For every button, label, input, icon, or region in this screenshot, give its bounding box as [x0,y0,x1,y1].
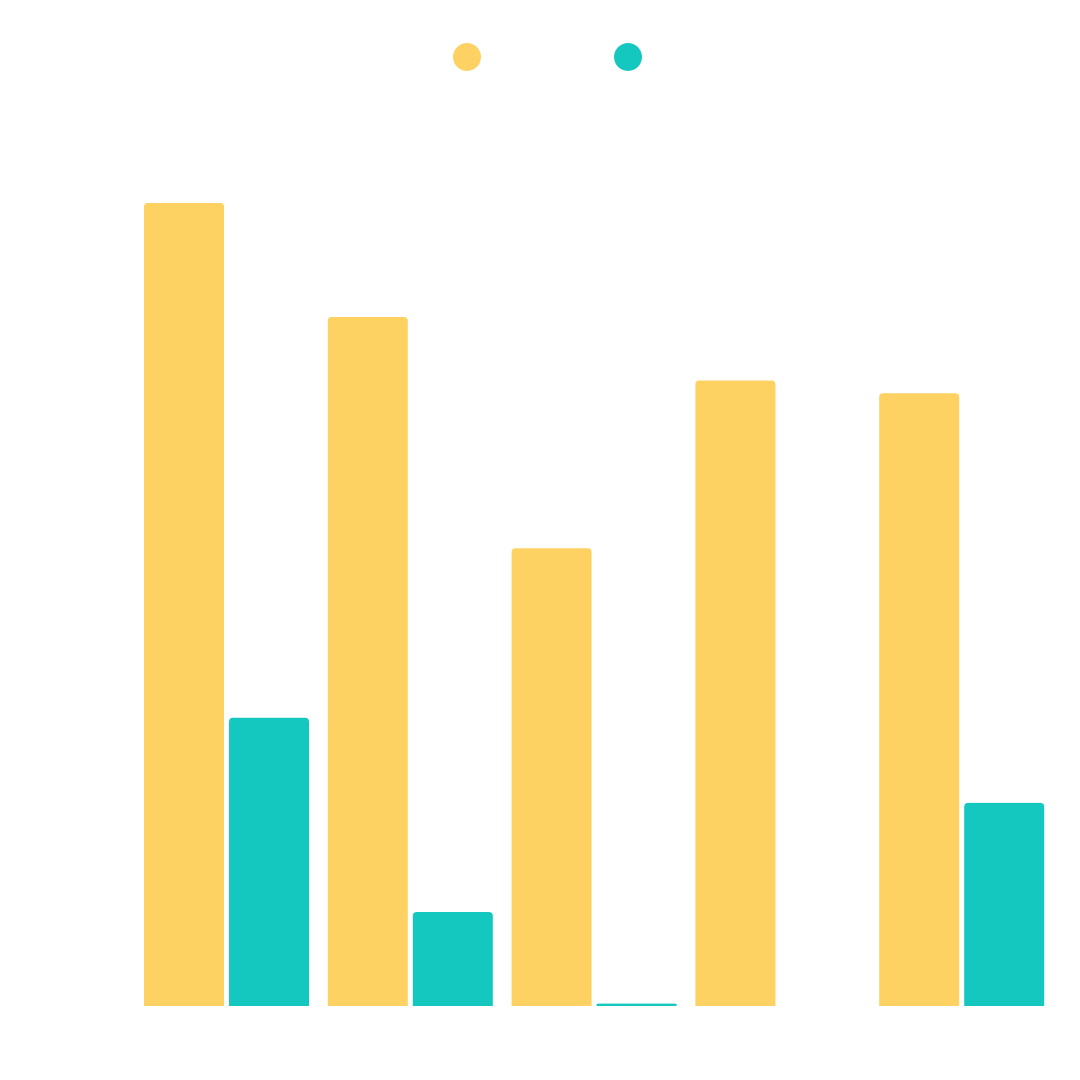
bar-series-1-category-4 [695,380,776,1006]
bar-series-1-category-1 [144,203,224,1006]
bar-series-1-category-3 [511,548,592,1006]
legend-marker-series-1 [453,43,481,71]
bar-series-2-category-2 [412,912,493,1006]
bar-series-2-category-5 [964,802,1045,1006]
plot-area [144,203,1045,1006]
legend-marker-series-2 [614,43,642,71]
bar-series-2-category-1 [229,717,309,1006]
bar-series-1-category-2 [327,317,408,1006]
bar-series-2-category-3 [596,1003,677,1006]
chart-legend [453,43,642,71]
bar-series-1-category-5 [879,393,960,1006]
